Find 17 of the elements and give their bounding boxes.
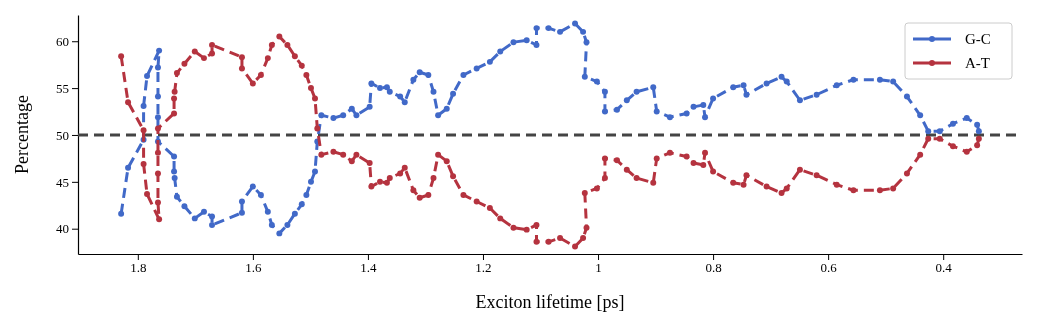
y-tick-label: 55 — [56, 80, 69, 96]
x-tick-label: 0.6 — [820, 260, 838, 276]
y-tick-label: 50 — [56, 127, 69, 143]
y-axis-title: Percentage — [12, 95, 32, 174]
y-tick-label: 40 — [56, 221, 69, 237]
x-tick-label: 0.8 — [705, 260, 722, 276]
x-tick-label: 1.6 — [245, 260, 262, 276]
x-axis-title: Exciton lifetime [ps] — [475, 292, 625, 312]
legend-label: A-T — [965, 55, 990, 71]
x-tick-label: 1.8 — [130, 260, 147, 276]
x-tick-label: 1.2 — [475, 260, 492, 276]
y-tick-label: 45 — [56, 174, 69, 190]
legend-label: G-C — [965, 31, 991, 47]
x-tick-label: 1.4 — [360, 260, 378, 276]
y-tick-label: 60 — [56, 33, 69, 49]
x-tick-label: 0.4 — [935, 260, 953, 276]
x-tick-label: 1 — [595, 260, 602, 276]
